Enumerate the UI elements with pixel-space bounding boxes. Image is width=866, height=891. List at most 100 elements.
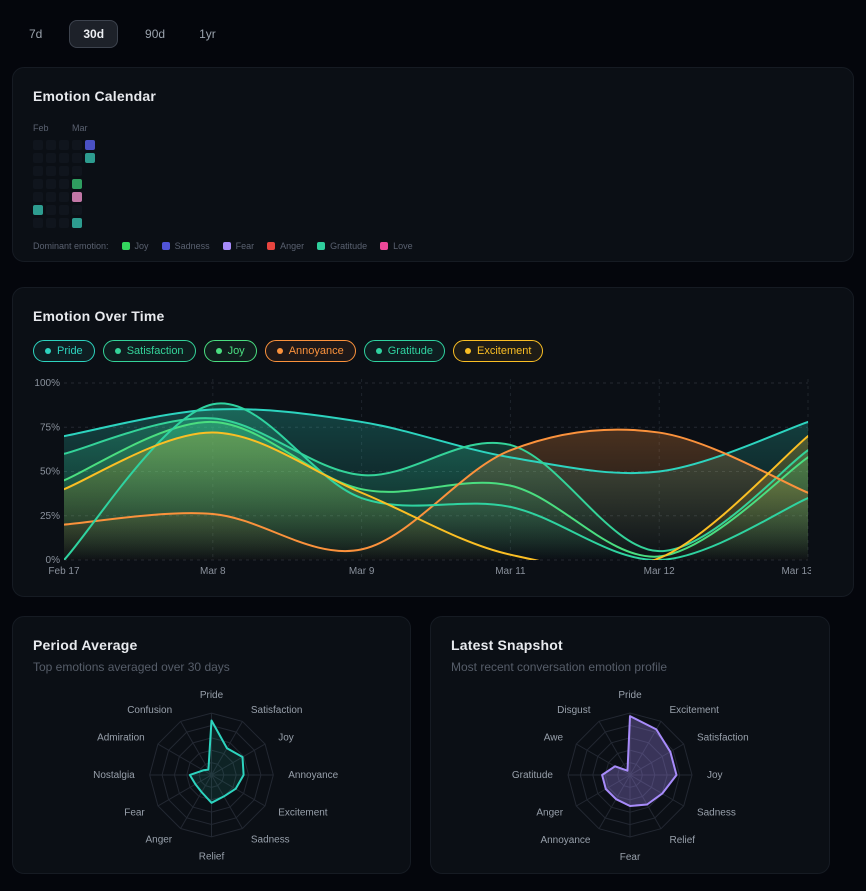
radar-axis-label-fear: Fear bbox=[620, 852, 641, 860]
emotion-chip-annoyance[interactable]: Annoyance bbox=[264, 340, 356, 362]
y-axis-tick-label: 75% bbox=[40, 422, 60, 433]
calendar-day-cell[interactable] bbox=[59, 192, 69, 202]
calendar-row bbox=[33, 218, 833, 228]
radar-axis-label-confusion: Confusion bbox=[127, 705, 172, 716]
calendar-row bbox=[33, 140, 833, 150]
timerange-option-1yr[interactable]: 1yr bbox=[192, 20, 223, 48]
period-average-radar: Pride Satisfaction Joy Annoyance Excitement S… bbox=[33, 678, 390, 865]
calendar-day-cell[interactable] bbox=[33, 179, 43, 189]
chip-dot bbox=[375, 348, 382, 354]
calendar-day-cell[interactable] bbox=[59, 153, 69, 163]
y-axis-tick-label: 25% bbox=[40, 511, 60, 522]
calendar-day-cell[interactable] bbox=[33, 192, 43, 202]
radar-axis-label-anger: Anger bbox=[146, 835, 173, 846]
radar-axis-label-joy: Joy bbox=[278, 733, 294, 744]
emotion-chip-gratitude[interactable]: Gratitude bbox=[363, 340, 445, 362]
chip-label: Joy bbox=[227, 345, 245, 357]
radar-chart-svg: Pride Excitement Satisfaction Joy Sadness Rel… bbox=[512, 690, 749, 863]
calendar-day-cell[interactable] bbox=[46, 192, 56, 202]
radar-axis-label-awe: Awe bbox=[544, 733, 564, 744]
radar-axis-label-anger: Anger bbox=[536, 808, 563, 819]
calendar-day-cell[interactable] bbox=[46, 140, 56, 150]
calendar-day-cell[interactable] bbox=[72, 140, 82, 150]
radar-axis-label-satisfaction: Satisfaction bbox=[697, 733, 749, 744]
legend-item-gratitude: Gratitude bbox=[317, 241, 367, 251]
series-line-gratitude bbox=[64, 402, 808, 560]
calendar-day-cell[interactable] bbox=[59, 166, 69, 176]
calendar-day-cell[interactable] bbox=[46, 166, 56, 176]
calendar-day-cell[interactable] bbox=[33, 218, 43, 228]
legend-swatch-gratitude bbox=[317, 242, 326, 250]
series-area-excitement bbox=[64, 432, 808, 560]
calendar-day-cell-love[interactable] bbox=[72, 192, 82, 202]
chip-dot bbox=[276, 348, 283, 354]
legend-item-love: Love bbox=[380, 241, 413, 251]
radar-axis-label-joy: Joy bbox=[707, 770, 723, 781]
emotion-chip-excitement[interactable]: Excitement bbox=[452, 340, 544, 362]
calendar-day-cell[interactable] bbox=[46, 205, 56, 215]
radar-value-polygon bbox=[188, 719, 245, 804]
calendar-day-cell[interactable] bbox=[59, 140, 69, 150]
emotion-chip-pride[interactable]: Pride bbox=[33, 340, 95, 362]
emotion-over-time-title: Emotion Over Time bbox=[33, 308, 165, 324]
calendar-day-cell[interactable] bbox=[59, 218, 69, 228]
legend-label: Love bbox=[393, 241, 413, 251]
radar-axis-label-nostalgia: Nostalgia bbox=[93, 770, 135, 781]
series-line-excitement bbox=[64, 431, 808, 560]
period-average-subtitle: Top emotions averaged over 30 days bbox=[33, 660, 230, 674]
legend-label: Joy bbox=[134, 241, 149, 251]
calendar-day-cell[interactable] bbox=[33, 153, 43, 163]
calendar-day-cell-gratitude[interactable] bbox=[72, 218, 82, 228]
calendar-day-cell[interactable] bbox=[46, 218, 56, 228]
legend-item-anger: Anger bbox=[267, 241, 304, 251]
latest-snapshot-title: Latest Snapshot bbox=[451, 637, 563, 653]
calendar-day-cell[interactable] bbox=[59, 205, 69, 215]
calendar-day-cell-joy[interactable] bbox=[72, 179, 82, 189]
radar-axis-label-satisfaction: Satisfaction bbox=[251, 705, 303, 716]
chip-label: Excitement bbox=[476, 345, 532, 357]
calendar-row bbox=[33, 179, 833, 189]
timerange-selector: 7d 30d 90d 1yr bbox=[12, 0, 854, 67]
radar-axis-label-annoyance: Annoyance bbox=[288, 770, 338, 781]
radar-axis-label-sadness: Sadness bbox=[697, 808, 736, 819]
x-axis-tick-label: Mar 11 bbox=[495, 566, 526, 577]
calendar-day-cell[interactable] bbox=[59, 179, 69, 189]
calendar-day-cell[interactable] bbox=[72, 166, 82, 176]
emotion-chip-joy[interactable]: Joy bbox=[203, 340, 257, 362]
calendar-day-cell[interactable] bbox=[46, 179, 56, 189]
timerange-option-7d[interactable]: 7d bbox=[22, 20, 49, 48]
latest-snapshot-subtitle: Most recent conversation emotion profile bbox=[451, 660, 668, 674]
period-average-title: Period Average bbox=[33, 637, 138, 653]
y-axis-tick-label: 100% bbox=[34, 378, 60, 389]
emotion-chip-satisfaction[interactable]: Satisfaction bbox=[102, 340, 196, 362]
x-axis-tick-label: Mar 9 bbox=[349, 566, 375, 577]
chip-dot bbox=[114, 348, 121, 354]
calendar-day-cell[interactable] bbox=[33, 140, 43, 150]
calendar-day-cell-gratitude[interactable] bbox=[33, 205, 43, 215]
calendar-day-cell[interactable] bbox=[46, 153, 56, 163]
radar-axis-label-sadness: Sadness bbox=[251, 835, 290, 846]
calendar-row bbox=[33, 166, 833, 176]
series-line-joy bbox=[64, 420, 808, 558]
calendar-day-cell-sadness[interactable] bbox=[85, 140, 95, 150]
calendar-row bbox=[33, 192, 833, 202]
calendar-day-cell[interactable] bbox=[72, 153, 82, 163]
calendar-day-cell[interactable] bbox=[72, 205, 82, 215]
radar-axis-label-excitement: Excitement bbox=[278, 807, 328, 818]
calendar-legend-label: Dominant emotion: bbox=[33, 241, 109, 251]
period-average-card: Period Average Top emotions averaged ove… bbox=[12, 616, 411, 874]
emotion-line-chart: 0% 25% 50% 75% 100% Feb 17 Mar 8 Mar 9 Mar 11 Mar… bbox=[33, 376, 833, 587]
x-axis-tick-label: Mar 8 bbox=[200, 566, 226, 577]
legend-swatch-fear bbox=[222, 242, 231, 250]
calendar-day-cell-gratitude[interactable] bbox=[85, 153, 95, 163]
latest-snapshot-card: Latest Snapshot Most recent conversation… bbox=[430, 616, 830, 874]
series-line-annoyance bbox=[64, 428, 808, 552]
emotion-calendar-card: Emotion Calendar Feb Mar Dominant emotion… bbox=[12, 67, 854, 262]
calendar-day-cell[interactable] bbox=[33, 166, 43, 176]
radar-axis-label-gratitude: Gratitude bbox=[512, 770, 554, 781]
x-axis-tick-label: Mar 12 bbox=[644, 566, 676, 577]
radar-axis-label-admiration: Admiration bbox=[97, 733, 145, 744]
emotion-calendar-title: Emotion Calendar bbox=[33, 88, 156, 104]
timerange-option-30d[interactable]: 30d bbox=[69, 20, 119, 48]
timerange-option-90d[interactable]: 90d bbox=[138, 20, 172, 48]
